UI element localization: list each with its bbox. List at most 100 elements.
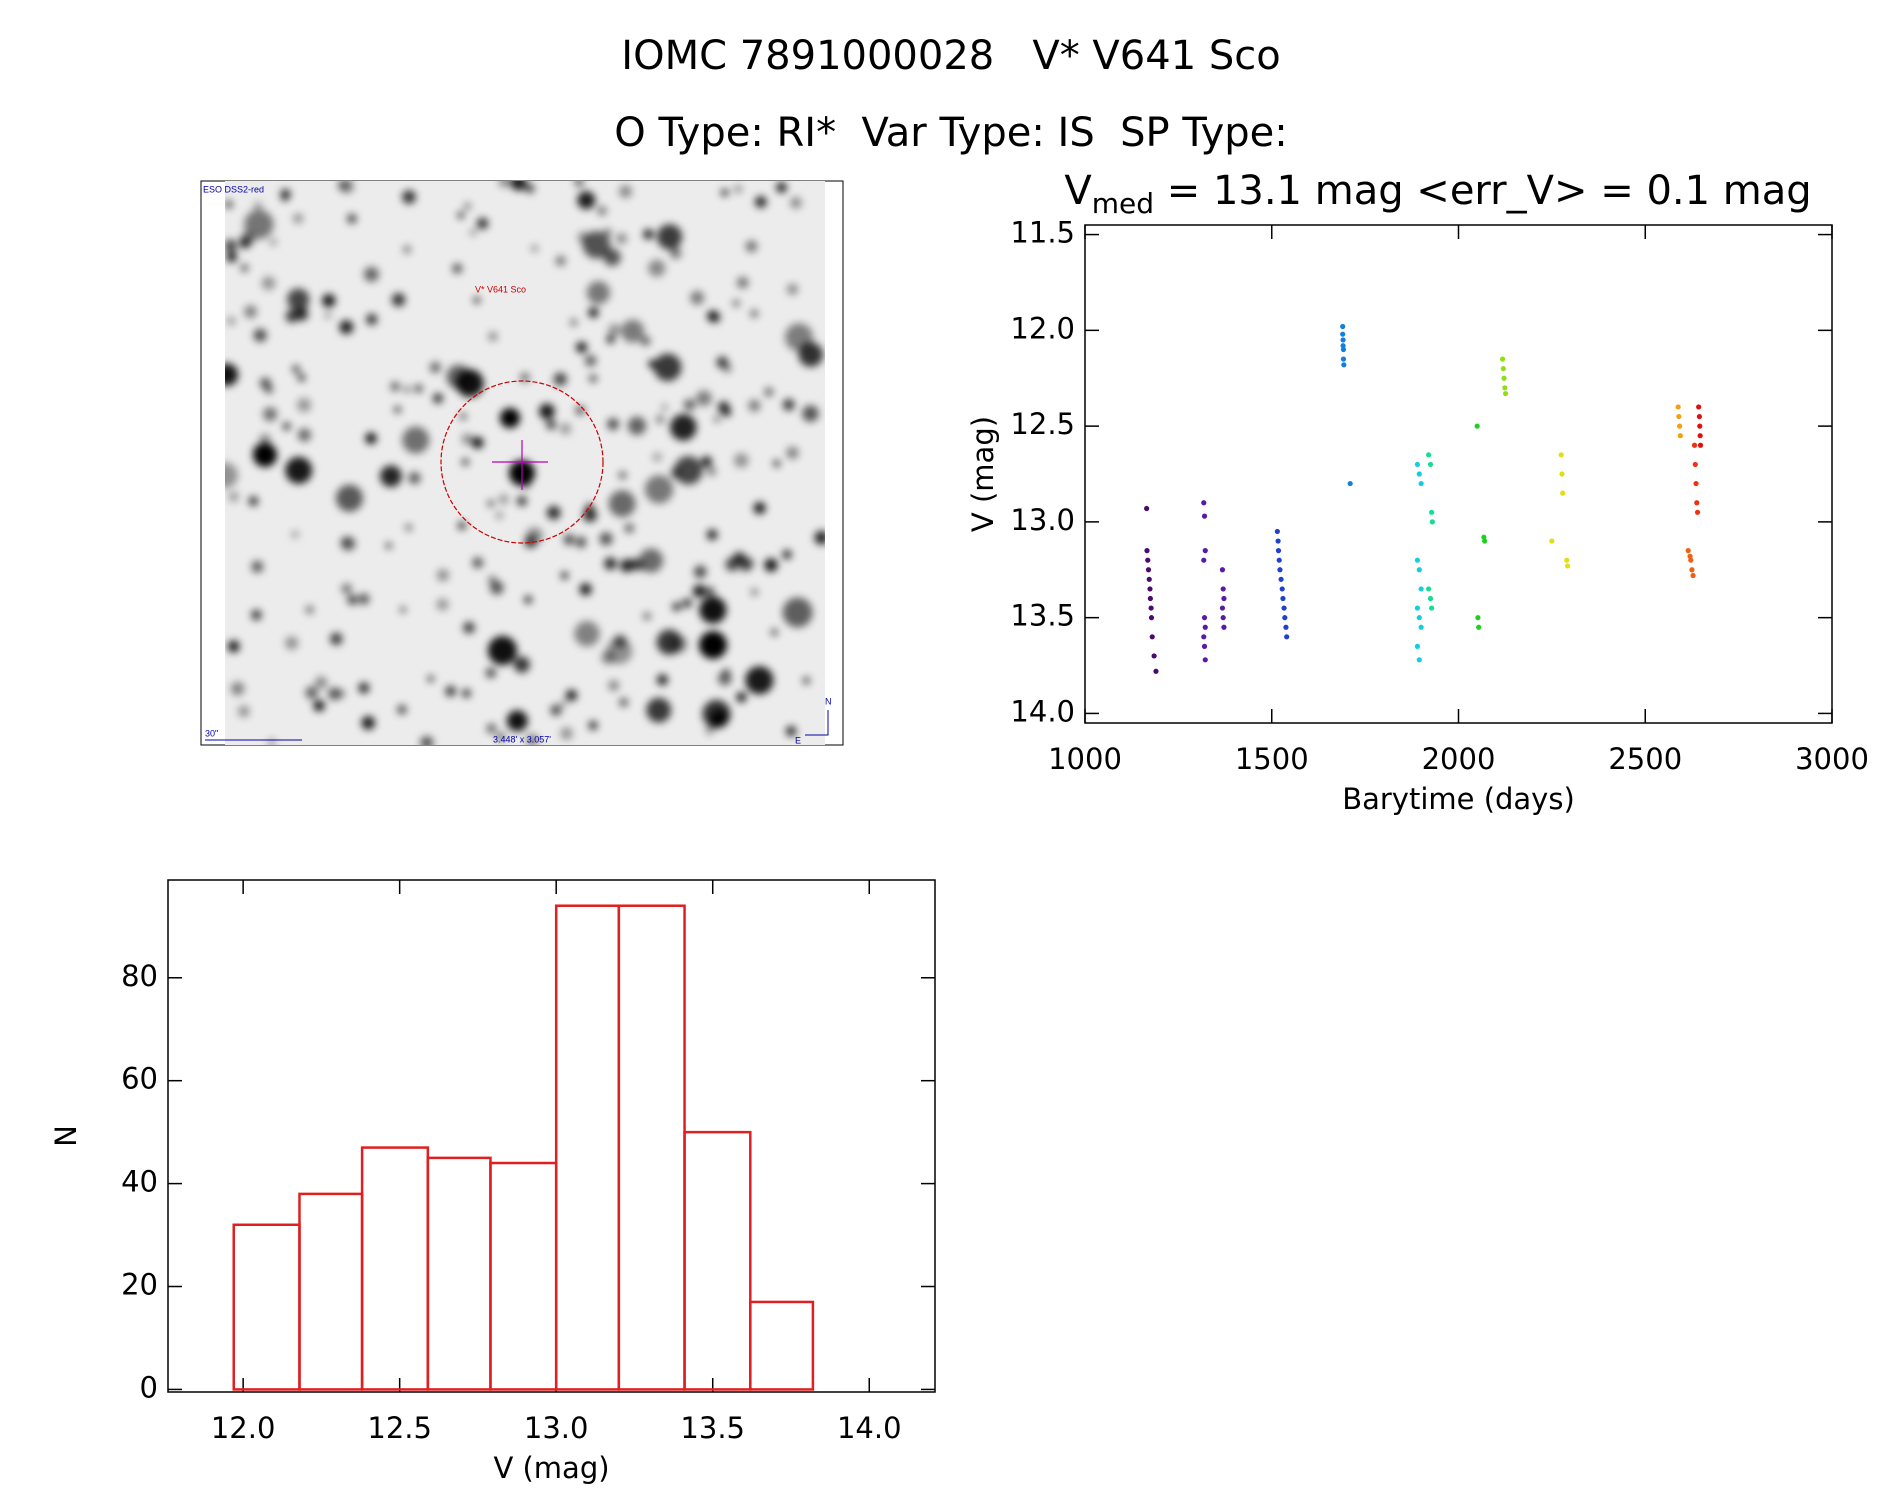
point	[1341, 362, 1347, 368]
star	[253, 328, 267, 342]
star	[798, 342, 824, 367]
point	[1697, 442, 1704, 448]
star	[732, 299, 740, 307]
star	[721, 189, 729, 197]
target-circle	[440, 380, 604, 544]
star	[603, 228, 612, 237]
sky-image: ESO DSS2-red V* V641 Sco 30" 3.448' x 3.…	[200, 180, 844, 746]
star	[225, 200, 233, 209]
star	[391, 293, 406, 307]
star	[563, 534, 575, 546]
star	[722, 408, 731, 417]
star	[643, 612, 651, 621]
star	[339, 181, 354, 193]
bar	[554, 904, 621, 1391]
star	[297, 373, 306, 382]
star	[588, 720, 598, 730]
point	[1427, 595, 1434, 602]
star	[718, 671, 732, 686]
star	[390, 381, 400, 392]
point	[1696, 404, 1702, 410]
bar	[360, 1146, 430, 1391]
point	[1416, 471, 1422, 477]
star	[261, 276, 276, 291]
star	[755, 196, 767, 208]
star	[786, 446, 799, 459]
y-tick-label: 12.0	[1010, 311, 1075, 345]
star	[285, 636, 299, 650]
x-tick-label: 13.5	[680, 1411, 745, 1445]
star	[498, 181, 511, 188]
point	[1148, 615, 1155, 621]
star	[365, 432, 377, 445]
star	[606, 335, 615, 344]
star	[455, 369, 484, 398]
star	[432, 393, 443, 404]
star	[713, 415, 721, 423]
star	[366, 313, 378, 326]
bar	[232, 1223, 301, 1391]
point	[1501, 375, 1507, 381]
star	[472, 557, 484, 569]
point	[1694, 509, 1701, 515]
star	[225, 462, 238, 489]
point	[1429, 519, 1435, 525]
star	[281, 194, 289, 202]
point	[1220, 615, 1226, 621]
subtitle: O Type: RI* Var Type: IS SP Type:	[614, 110, 1287, 156]
point	[1283, 624, 1289, 630]
star	[607, 418, 619, 431]
star	[546, 419, 557, 430]
star	[380, 465, 402, 488]
x-tick-label: 2000	[1422, 742, 1496, 776]
star	[496, 732, 505, 741]
point	[1340, 337, 1346, 343]
y-tick-label: 12.5	[1010, 407, 1075, 441]
star	[790, 197, 802, 209]
star	[565, 689, 578, 701]
star	[305, 605, 314, 614]
point	[1202, 548, 1208, 554]
point	[1689, 567, 1695, 573]
star	[347, 213, 357, 224]
star	[643, 229, 654, 240]
point	[1147, 586, 1153, 592]
star	[773, 460, 781, 467]
star	[293, 213, 304, 224]
star	[461, 433, 473, 445]
point	[1219, 567, 1226, 573]
star	[736, 276, 749, 289]
star	[550, 704, 562, 716]
star	[269, 238, 277, 246]
star	[297, 428, 311, 442]
point	[1414, 605, 1421, 611]
star	[656, 224, 683, 250]
star	[228, 491, 239, 502]
x-tick-label: 1000	[1048, 742, 1122, 776]
star	[683, 399, 696, 411]
star	[603, 248, 621, 266]
star	[599, 532, 613, 546]
star	[608, 680, 619, 691]
star	[706, 529, 718, 541]
star	[627, 416, 647, 435]
star	[473, 297, 480, 304]
star	[707, 466, 716, 476]
star	[699, 596, 727, 624]
star	[588, 307, 599, 318]
star	[227, 316, 236, 326]
star	[524, 595, 533, 604]
star	[670, 635, 688, 653]
star	[578, 535, 586, 544]
star	[701, 456, 712, 467]
x-tick-label: 1500	[1235, 742, 1309, 776]
star	[710, 709, 729, 728]
star	[394, 406, 401, 413]
star	[546, 505, 561, 520]
star	[802, 676, 811, 685]
star	[782, 398, 795, 411]
y-tick-label: 11.5	[1010, 216, 1075, 250]
point	[1219, 605, 1226, 611]
star	[699, 631, 727, 659]
chart-title: Vmed = 13.1 mag <err_V> = 0.1 mag	[1064, 168, 1811, 220]
